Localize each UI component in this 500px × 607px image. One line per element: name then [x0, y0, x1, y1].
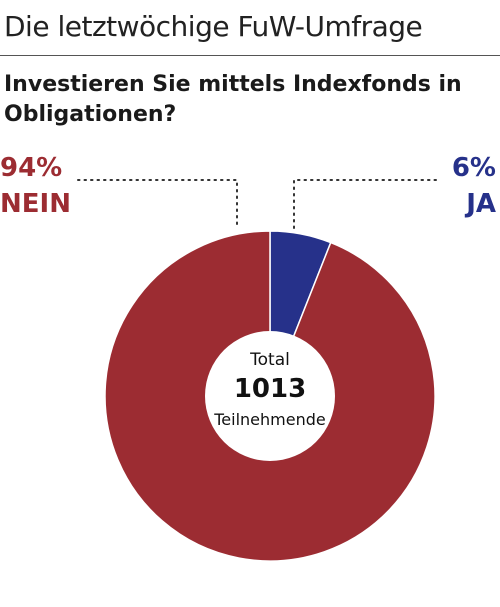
page-title: Die letztwöchige FuW-Umfrage — [4, 10, 423, 43]
nein-percentage: 94% — [0, 153, 63, 183]
ja-label: JA — [466, 189, 496, 219]
leader-line-nein — [77, 179, 238, 229]
survey-question: Investieren Sie mittels Indexfonds in Ob… — [4, 72, 462, 127]
center-participants-caption: Teilnehmende — [214, 410, 326, 429]
leader-lines — [77, 179, 441, 229]
header-divider — [0, 55, 500, 56]
ja-percentage: 6% — [451, 153, 496, 183]
donut-hole — [205, 331, 335, 461]
center-total-caption: Total — [250, 350, 290, 370]
leader-line-ja — [293, 179, 441, 229]
center-total-value: 1013 — [233, 374, 307, 404]
nein-label: NEIN — [0, 189, 71, 219]
